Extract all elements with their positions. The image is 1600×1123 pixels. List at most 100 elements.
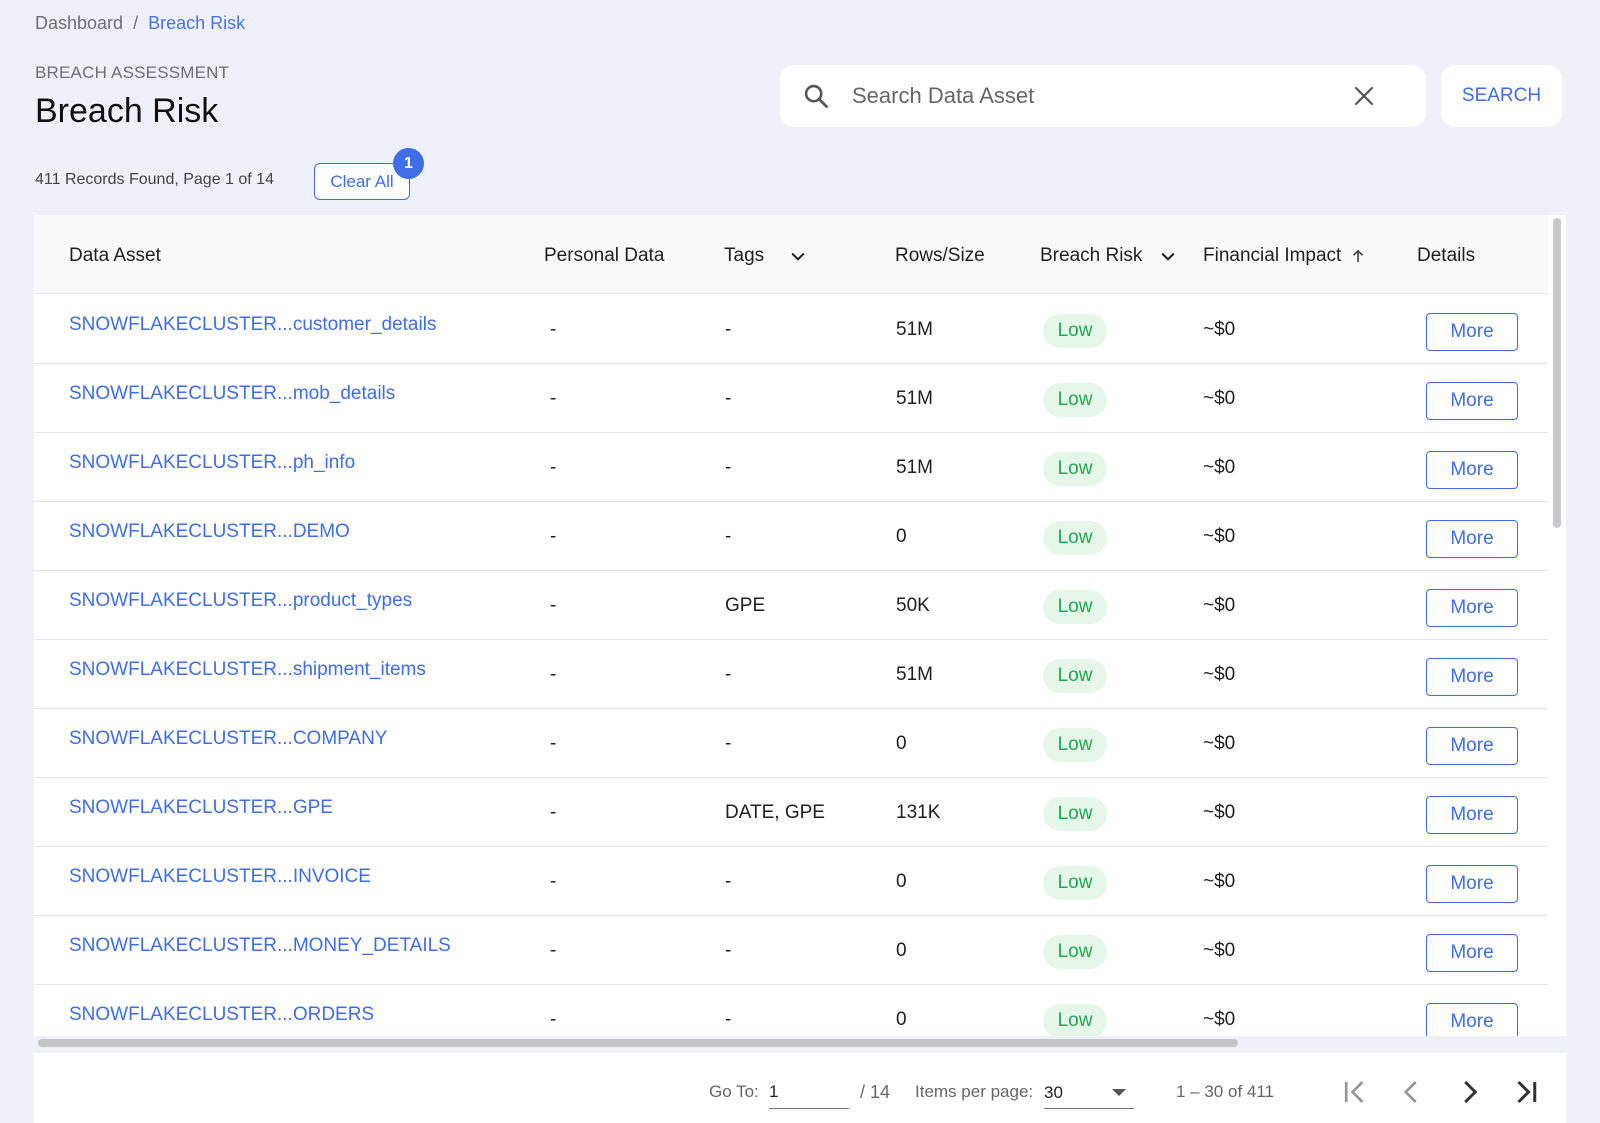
data-asset-link[interactable]: SNOWFLAKECLUSTER...DEMO [69,521,350,542]
rows-size-cell: 0 [896,871,907,892]
column-header-financial-impact[interactable]: Financial Impact [1203,245,1367,267]
tags-cell: - [725,526,732,547]
vertical-scrollbar-thumb[interactable] [1553,218,1561,528]
pagination-bar: Go To: / 14 Items per page: 30 1 – 30 of… [34,1053,1566,1123]
personal-data-cell: - [550,526,557,547]
tags-cell: - [725,457,732,478]
data-asset-link[interactable]: SNOWFLAKECLUSTER...mob_details [69,383,396,404]
first-page-icon[interactable] [1340,1077,1370,1107]
table-row: SNOWFLAKECLUSTER...INVOICE - - 0 Low ~$0 More [34,847,1548,916]
more-button[interactable]: More [1426,313,1518,351]
more-button[interactable]: More [1426,865,1518,903]
breach-risk-badge: Low [1043,521,1107,555]
more-button[interactable]: More [1426,658,1518,696]
tags-cell: DATE, GPE [725,802,825,823]
tags-cell: GPE [725,595,766,616]
page-title: Breach Risk [35,92,219,130]
vertical-scrollbar-track[interactable] [1548,215,1566,1036]
page-eyebrow: BREACH ASSESSMENT [35,63,230,82]
tags-cell: - [725,664,732,685]
table-row: SNOWFLAKECLUSTER...product_types - GPE 50K L… [34,571,1548,640]
more-button[interactable]: More [1426,520,1518,558]
personal-data-cell: - [550,940,557,961]
table-row: SNOWFLAKECLUSTER...MONEY_DETAILS - - 0 Low ~$… [34,916,1548,985]
column-label: Breach Risk [1040,245,1143,266]
column-header-data-asset[interactable]: Data Asset [69,245,161,267]
table-row: SNOWFLAKECLUSTER...customer_details - - 51M… [34,295,1548,364]
financial-impact-cell: ~$0 [1203,733,1236,754]
rows-size-cell: 51M [896,664,933,685]
more-button[interactable]: More [1426,382,1518,420]
total-pages: / 14 [860,1082,891,1102]
filter-count-badge: 1 [393,148,424,179]
dropdown-caret-icon [1112,1089,1126,1096]
close-icon[interactable] [1352,84,1376,108]
more-button[interactable]: More [1426,934,1518,972]
goto-page-input[interactable] [769,1075,849,1109]
financial-impact-cell: ~$0 [1203,595,1236,616]
records-summary: 411 Records Found, Page 1 of 14 [35,171,274,188]
breach-risk-badge: Low [1043,452,1107,486]
tags-cell: - [725,1009,732,1030]
next-page-icon[interactable] [1454,1077,1484,1107]
chevron-down-icon[interactable] [788,246,808,266]
personal-data-cell: - [550,1009,557,1030]
items-per-page-label: Items per page: [915,1082,1034,1101]
column-header-breach-risk[interactable]: Breach Risk [1040,245,1178,267]
more-button[interactable]: More [1426,451,1518,489]
financial-impact-cell: ~$0 [1203,1009,1236,1030]
data-asset-link[interactable]: SNOWFLAKECLUSTER...shipment_items [69,659,426,680]
search-button[interactable]: SEARCH [1441,65,1562,127]
personal-data-cell: - [550,733,557,754]
column-header-rows-size[interactable]: Rows/Size [895,245,985,267]
breach-risk-badge: Low [1043,1004,1107,1036]
column-header-personal-data[interactable]: Personal Data [544,245,664,267]
previous-page-icon[interactable] [1397,1077,1427,1107]
column-label: Tags [724,245,765,266]
more-button[interactable]: More [1426,727,1518,765]
arrow-up-icon[interactable] [1349,247,1367,265]
breach-risk-badge: Low [1043,590,1107,624]
rows-size-cell: 50K [896,595,930,616]
financial-impact-cell: ~$0 [1203,457,1236,478]
personal-data-cell: - [550,871,557,892]
personal-data-cell: - [550,664,557,685]
more-button[interactable]: More [1426,589,1518,627]
personal-data-cell: - [550,319,557,340]
tags-cell: - [725,733,732,754]
rows-size-cell: 51M [896,388,933,409]
column-label: Financial Impact [1203,245,1342,266]
items-per-page-select[interactable]: 30 [1044,1075,1134,1109]
horizontal-scrollbar-thumb[interactable] [38,1039,1238,1047]
rows-size-cell: 131K [896,802,941,823]
rows-size-cell: 51M [896,457,933,478]
data-asset-link[interactable]: SNOWFLAKECLUSTER...INVOICE [69,866,371,887]
data-asset-link[interactable]: SNOWFLAKECLUSTER...product_types [69,590,413,611]
breadcrumb-dashboard-link[interactable]: Dashboard [35,13,124,33]
table-row: SNOWFLAKECLUSTER...DEMO - - 0 Low ~$0 More [34,502,1548,571]
more-button[interactable]: More [1426,1003,1518,1036]
data-asset-link[interactable]: SNOWFLAKECLUSTER...GPE [69,797,333,818]
table-row: SNOWFLAKECLUSTER...ORDERS - - 0 Low ~$0 More [34,985,1548,1036]
data-asset-link[interactable]: SNOWFLAKECLUSTER...COMPANY [69,728,388,749]
last-page-icon[interactable] [1511,1077,1541,1107]
data-asset-link[interactable]: SNOWFLAKECLUSTER...MONEY_DETAILS [69,935,451,956]
breach-risk-table: Data Asset Personal Data Tags Rows/Size … [34,215,1548,1036]
financial-impact-cell: ~$0 [1203,802,1236,823]
financial-impact-cell: ~$0 [1203,526,1236,547]
chevron-down-icon[interactable] [1158,246,1178,266]
column-label: Details [1417,245,1476,266]
data-asset-link[interactable]: SNOWFLAKECLUSTER...customer_details [69,314,437,335]
search-input[interactable] [852,83,1332,109]
data-asset-link[interactable]: SNOWFLAKECLUSTER...ph_info [69,452,356,473]
more-button[interactable]: More [1426,796,1518,834]
financial-impact-cell: ~$0 [1203,940,1236,961]
rows-size-cell: 0 [896,526,907,547]
range-text: 1 – 30 of 411 [1176,1082,1274,1101]
data-asset-link[interactable]: SNOWFLAKECLUSTER...ORDERS [69,1004,375,1025]
search-box [780,65,1426,127]
table-row: SNOWFLAKECLUSTER...GPE - DATE, GPE 131K Low ~… [34,778,1548,847]
table-header: Data Asset Personal Data Tags Rows/Size … [34,215,1548,294]
search-icon [804,84,828,108]
column-header-tags[interactable]: Tags [724,245,808,267]
